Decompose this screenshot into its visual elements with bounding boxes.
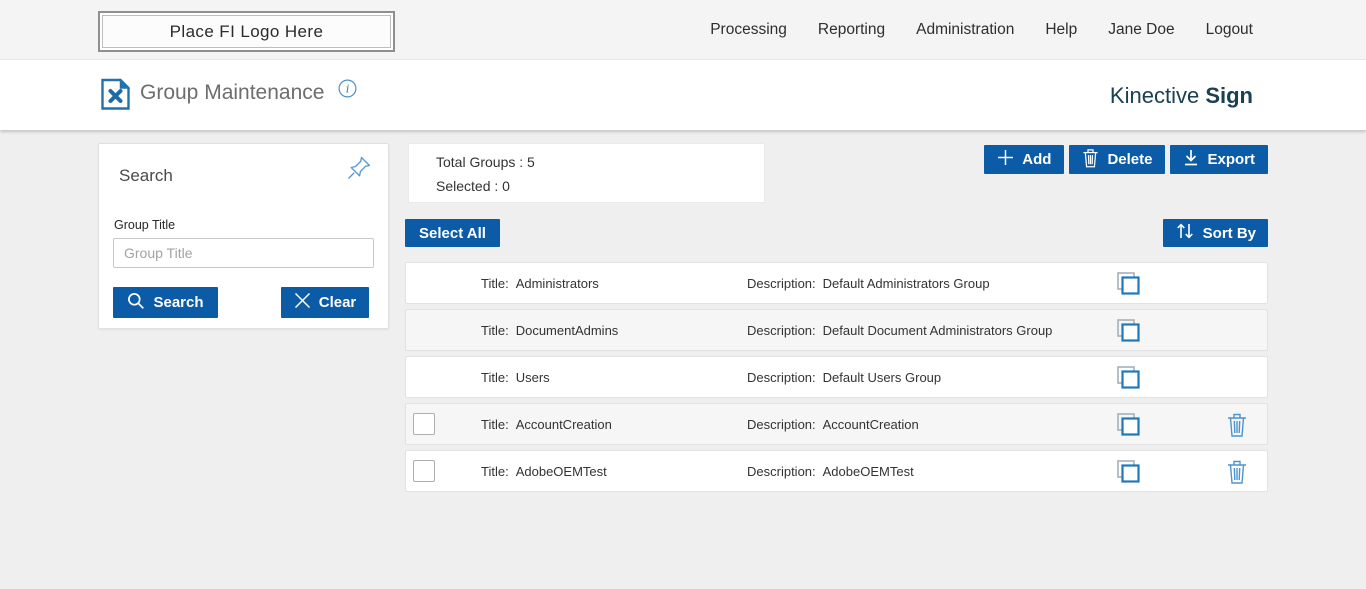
group-title-cell: Title: Users	[481, 370, 550, 385]
clear-button[interactable]: Clear	[281, 287, 369, 318]
clear-x-icon	[294, 292, 311, 313]
group-desc-value: Default Administrators Group	[822, 276, 990, 291]
group-title-field-label: Title:	[481, 464, 509, 479]
page-header: Group Maintenance i Kinective Sign	[0, 60, 1366, 130]
select-all-label: Select All	[419, 224, 486, 242]
delete-button[interactable]: Delete	[1069, 145, 1166, 174]
copy-group-icon[interactable]	[1114, 458, 1142, 489]
group-title-value: AdobeOEMTest	[515, 464, 607, 479]
selected-value: 0	[502, 178, 510, 194]
group-checkbox[interactable]	[413, 413, 435, 435]
group-desc-field-label: Description:	[747, 276, 816, 291]
trash-icon	[1082, 148, 1099, 172]
group-description-cell: Description: AccountCreation	[747, 417, 919, 432]
nav-item-user[interactable]: Jane Doe	[1108, 21, 1175, 38]
group-title-field-label: Title:	[481, 417, 509, 432]
total-groups-label: Total Groups :	[436, 154, 524, 170]
group-desc-value: Default Users Group	[822, 370, 942, 385]
fi-logo-placeholder: Place FI Logo Here	[98, 11, 395, 52]
nav-item-administration[interactable]: Administration	[916, 21, 1015, 38]
export-button[interactable]: Export	[1170, 145, 1268, 174]
copy-group-icon[interactable]	[1114, 364, 1142, 395]
svg-text:i: i	[346, 83, 350, 96]
group-title-input[interactable]	[113, 238, 374, 268]
selected-count: Selected : 0	[436, 178, 510, 194]
group-title-value: AccountCreation	[515, 417, 612, 432]
delete-group-icon[interactable]	[1226, 412, 1248, 441]
top-nav: Processing Reporting Administration Help…	[710, 0, 1253, 60]
nav-item-processing[interactable]: Processing	[710, 21, 787, 38]
group-desc-value: Default Document Administrators Group	[822, 323, 1053, 338]
search-panel-title: Search	[119, 166, 173, 185]
group-desc-field-label: Description:	[747, 370, 816, 385]
group-title-cell: Title: Administrators	[481, 276, 599, 291]
export-button-label: Export	[1207, 151, 1255, 168]
search-panel: Search Group Title Search	[98, 143, 389, 329]
sort-by-label: Sort By	[1202, 224, 1256, 242]
copy-group-icon[interactable]	[1114, 270, 1142, 301]
nav-item-help[interactable]: Help	[1045, 21, 1078, 38]
select-all-button[interactable]: Select All	[405, 219, 500, 247]
search-button-label: Search	[153, 294, 204, 311]
pin-icon[interactable]	[346, 155, 372, 184]
content-area: Search Group Title Search	[0, 130, 1366, 589]
delete-button-label: Delete	[1107, 151, 1153, 168]
download-icon	[1183, 149, 1199, 171]
total-groups: Total Groups : 5	[436, 154, 535, 170]
group-description-cell: Description: AdobeOEMTest	[747, 464, 914, 479]
total-groups-value: 5	[527, 154, 535, 170]
group-title-field-label: Title:	[481, 370, 509, 385]
copy-group-icon[interactable]	[1114, 317, 1142, 348]
group-title-value: DocumentAdmins	[515, 323, 619, 338]
group-title-field-label: Title:	[481, 323, 509, 338]
brand-regular: Kinective	[1109, 83, 1200, 108]
sort-arrows-icon	[1175, 221, 1195, 245]
group-row: Title: AdobeOEMTest Description: AdobeOEMT…	[405, 450, 1268, 492]
group-title-value: Users	[515, 370, 550, 385]
brand-bold: Sign	[1205, 83, 1253, 108]
group-title-label: Group Title	[114, 218, 176, 232]
copy-group-icon[interactable]	[1114, 411, 1142, 442]
group-description-cell: Description: Default Administrators Group	[747, 276, 990, 291]
group-desc-value: AccountCreation	[822, 417, 919, 432]
group-desc-field-label: Description:	[747, 464, 816, 479]
group-desc-field-label: Description:	[747, 417, 816, 432]
fi-logo-text: Place FI Logo Here	[169, 21, 324, 41]
top-bar: Place FI Logo Here Processing Reporting …	[0, 0, 1366, 60]
info-icon[interactable]: i	[338, 79, 357, 103]
group-list: Title: Administrators Description: Default…	[405, 262, 1268, 497]
brand-logo: Kinective Sign	[1110, 83, 1253, 109]
group-title-cell: Title: AccountCreation	[481, 417, 612, 432]
search-icon	[127, 292, 145, 314]
group-description-cell: Description: Default Document Administrat…	[747, 323, 1052, 338]
group-desc-value: AdobeOEMTest	[822, 464, 914, 479]
sort-by-button[interactable]: Sort By	[1162, 219, 1268, 247]
group-title-cell: Title: DocumentAdmins	[481, 323, 618, 338]
group-row: Title: AccountCreation Description: Accoun…	[405, 403, 1268, 445]
group-row: Title: Administrators Description: Default…	[405, 262, 1268, 304]
group-desc-field-label: Description:	[747, 323, 816, 338]
page-title: Group Maintenance	[140, 81, 325, 104]
add-button[interactable]: Add	[984, 145, 1065, 174]
group-maintenance-icon	[100, 78, 131, 116]
group-row: Title: DocumentAdmins Description: Default…	[405, 309, 1268, 351]
group-title-field-label: Title:	[481, 276, 509, 291]
clear-button-label: Clear	[318, 294, 357, 311]
group-description-cell: Description: Default Users Group	[747, 370, 941, 385]
plus-icon	[997, 149, 1014, 170]
delete-group-icon[interactable]	[1226, 459, 1248, 488]
action-buttons: Add Delete	[984, 145, 1268, 174]
summary-box: Total Groups : 5 Selected : 0	[408, 143, 765, 203]
group-checkbox[interactable]	[413, 460, 435, 482]
nav-item-reporting[interactable]: Reporting	[817, 21, 886, 38]
group-row: Title: Users Description: Default Users Gr…	[405, 356, 1268, 398]
nav-item-logout[interactable]: Logout	[1205, 21, 1253, 38]
search-button[interactable]: Search	[113, 287, 218, 318]
group-title-value: Administrators	[515, 276, 599, 291]
add-button-label: Add	[1022, 151, 1052, 168]
selected-label: Selected :	[436, 178, 499, 194]
group-title-cell: Title: AdobeOEMTest	[481, 464, 607, 479]
